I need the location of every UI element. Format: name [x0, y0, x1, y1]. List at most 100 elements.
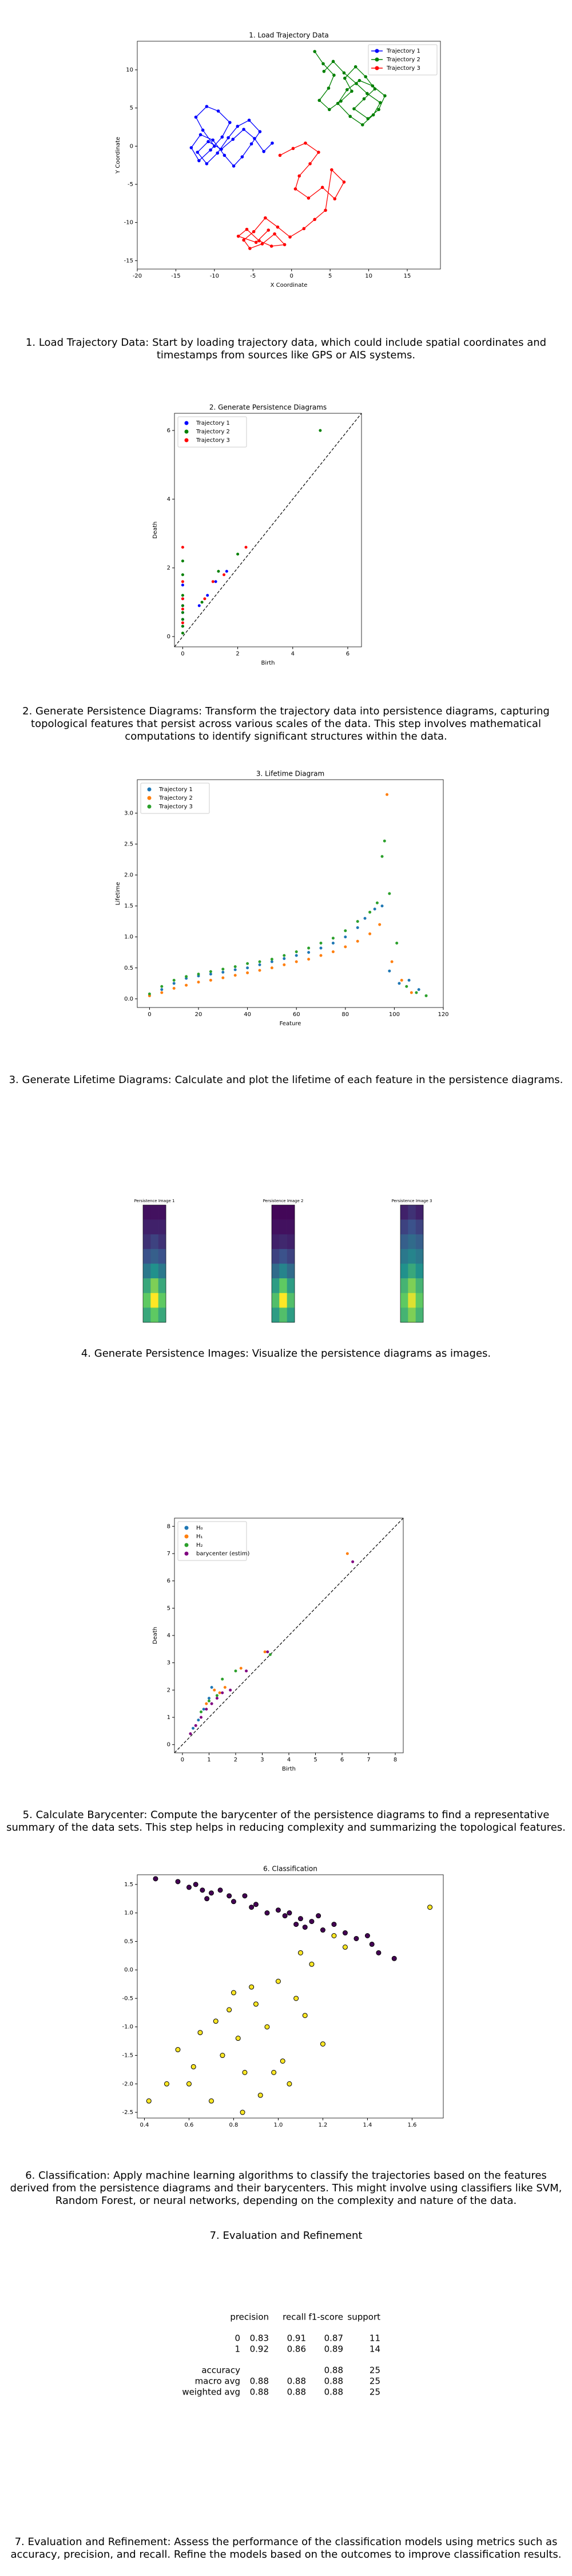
image-cell	[415, 1249, 424, 1264]
trajectory-point	[228, 121, 232, 124]
image-cell	[150, 1234, 158, 1250]
trajectory-point	[362, 97, 366, 101]
y-tick-label: 1.5	[124, 903, 133, 910]
image-cell	[408, 1205, 416, 1220]
scatter-point	[388, 892, 391, 895]
image-cell	[287, 1293, 295, 1308]
image-cell	[143, 1263, 151, 1279]
image-frame	[142, 1204, 166, 1323]
trajectory-point	[240, 155, 244, 159]
scatter-point	[181, 559, 184, 563]
image-cell	[287, 1307, 295, 1323]
scatter-point	[200, 1887, 205, 1893]
scatter-point	[270, 960, 273, 963]
legend-marker	[184, 1551, 189, 1556]
scatter-point	[208, 1890, 214, 1896]
legend-box	[140, 783, 210, 814]
scatter-point	[342, 1944, 348, 1950]
trajectory-point	[331, 60, 335, 64]
scatter-point	[225, 570, 228, 573]
scatter-point	[160, 988, 164, 991]
image-cell	[272, 1219, 280, 1235]
report-cell: 14	[370, 2344, 380, 2354]
trajectory-point	[293, 187, 297, 191]
scatter-point	[172, 986, 176, 990]
y-tick-label: 6	[167, 428, 170, 434]
image-cell	[158, 1307, 166, 1323]
x-tick-label: 1.0	[273, 2122, 283, 2128]
chart-title: 2. Generate Persistence Diagrams	[209, 404, 327, 412]
image-cell	[408, 1249, 416, 1264]
y-tick-label: 5	[167, 1605, 170, 1611]
trajectory-point	[371, 113, 375, 117]
scatter-point	[221, 976, 225, 979]
image-cell	[415, 1219, 424, 1235]
trajectory-point	[324, 208, 327, 212]
report-cell: 11	[370, 2333, 380, 2344]
legend-marker	[184, 438, 189, 442]
scatter-point	[302, 2013, 308, 2018]
y-tick-label: 8	[167, 1523, 170, 1530]
trajectory-point	[302, 227, 306, 231]
scatter-point	[257, 2092, 263, 2098]
y-tick-label: 1.5	[124, 1882, 133, 1888]
scatter-point	[383, 839, 386, 843]
scatter-point	[380, 904, 384, 908]
scatter-point	[297, 1950, 303, 1955]
trajectory-point	[278, 153, 282, 157]
trajectory-point	[348, 114, 352, 118]
trajectory-point	[317, 98, 321, 102]
image-cell	[272, 1205, 280, 1220]
caption: 4. Generate Persistence Images: Visualiz…	[81, 1348, 491, 1360]
trajectory-point	[189, 146, 193, 149]
trajectory-point	[339, 99, 343, 103]
image-cell	[408, 1293, 416, 1308]
image-cell	[400, 1219, 408, 1235]
image-cell	[272, 1293, 280, 1308]
scatter-point	[215, 1694, 219, 1697]
trajectory-point	[383, 94, 387, 98]
trajectory-point	[336, 101, 340, 105]
scatter-point	[258, 960, 261, 963]
trajectory-point	[254, 240, 258, 244]
scatter-point	[364, 1933, 370, 1938]
scatter-point	[331, 950, 335, 954]
report-cell: 0.92	[250, 2344, 269, 2354]
scatter-point	[344, 929, 347, 933]
scatter-point	[217, 1887, 223, 1893]
trajectory-point	[252, 230, 256, 234]
y-tick-label: 4	[167, 1633, 170, 1639]
x-tick-label: 4	[287, 1757, 291, 1763]
image-cell	[400, 1278, 408, 1294]
scatter-point	[181, 618, 184, 621]
scatter-point	[197, 981, 200, 984]
scatter-point	[319, 429, 322, 432]
scatter-point	[240, 2109, 245, 2115]
scatter-point	[160, 985, 164, 988]
scatter-point	[295, 950, 298, 954]
scatter-point	[264, 1910, 270, 1916]
legend-label: H₀	[196, 1525, 203, 1531]
scatter-point	[207, 1699, 210, 1702]
scatter-point	[227, 1893, 232, 1899]
scatter-point	[181, 573, 184, 576]
scatter-point	[356, 920, 359, 923]
scatter-point	[263, 1650, 267, 1654]
trajectory-point	[366, 117, 370, 121]
image-cell	[143, 1249, 151, 1264]
scatter-point	[271, 2069, 277, 2075]
legend-label: Trajectory 1	[196, 420, 230, 426]
trajectory-point	[264, 216, 267, 220]
scatter-point	[331, 1922, 337, 1927]
y-tick-label: 2.0	[124, 872, 133, 879]
report-cell: 0.88	[250, 2376, 269, 2387]
scatter-point	[398, 982, 401, 985]
plot-frame	[137, 779, 444, 1008]
image-title: Persistence Image 3	[392, 1199, 432, 1203]
trajectory-point	[360, 123, 364, 127]
trajectory-point	[198, 133, 202, 137]
scatter-point	[395, 942, 399, 945]
report-cell: 0.88	[287, 2376, 306, 2387]
chart-title: 3. Lifetime Diagram	[256, 770, 324, 778]
trajectory-point	[357, 78, 362, 82]
